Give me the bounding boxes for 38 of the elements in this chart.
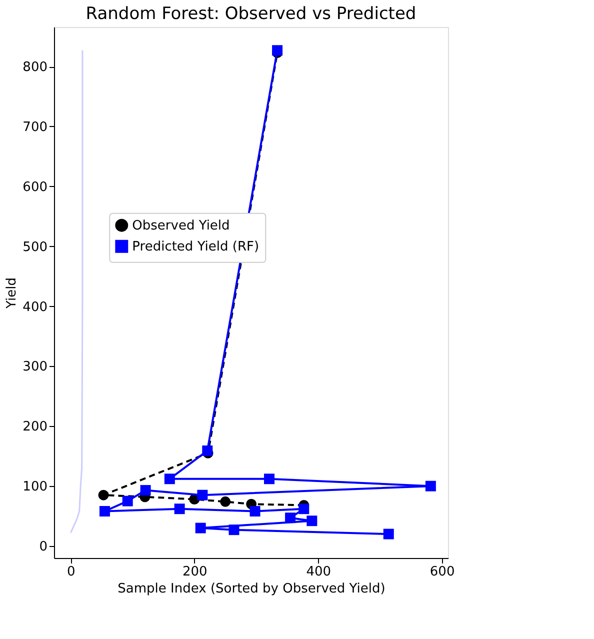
x-axis-title: Sample Index (Sorted by Observed Yield): [118, 582, 386, 596]
y-tick-label: 300: [22, 360, 48, 375]
point: [99, 506, 110, 516]
point: [425, 480, 436, 492]
point: [272, 45, 283, 56]
point: [250, 506, 260, 516]
x-tick-label: 0: [67, 564, 76, 580]
chart-title: Random Forest: Observed vs Predicted: [86, 4, 416, 24]
y-tick-label: 0: [39, 540, 48, 555]
legend-label: Predicted Yield (RF): [132, 239, 260, 254]
y-tick-label: 600: [22, 180, 48, 195]
point: [383, 528, 394, 540]
point: [298, 504, 310, 514]
point: [197, 490, 208, 500]
y-axis-title: Yield: [4, 278, 20, 310]
line-series: [70, 50, 84, 534]
point: [264, 474, 274, 484]
point: [202, 445, 213, 456]
point: [174, 504, 185, 514]
point: [306, 516, 318, 526]
y-tick-label: 200: [22, 420, 48, 435]
y-tick-label: 800: [22, 60, 48, 76]
y-tick-label: 500: [22, 240, 48, 255]
point: [164, 474, 175, 484]
x-tick-label: 400: [306, 564, 332, 580]
x-tick-label: 200: [182, 564, 208, 580]
y-tick-label: 100: [22, 480, 48, 495]
point: [98, 490, 109, 500]
point: [195, 522, 206, 534]
y-tick-label: 400: [22, 300, 48, 315]
point: [285, 512, 296, 524]
legend-label: Observed Yield: [132, 218, 230, 234]
point: [140, 485, 151, 496]
point: [122, 496, 133, 506]
y-tick-label: 700: [22, 120, 48, 135]
point: [228, 524, 240, 536]
x-tick-label: 600: [430, 564, 455, 580]
point: [220, 496, 231, 507]
